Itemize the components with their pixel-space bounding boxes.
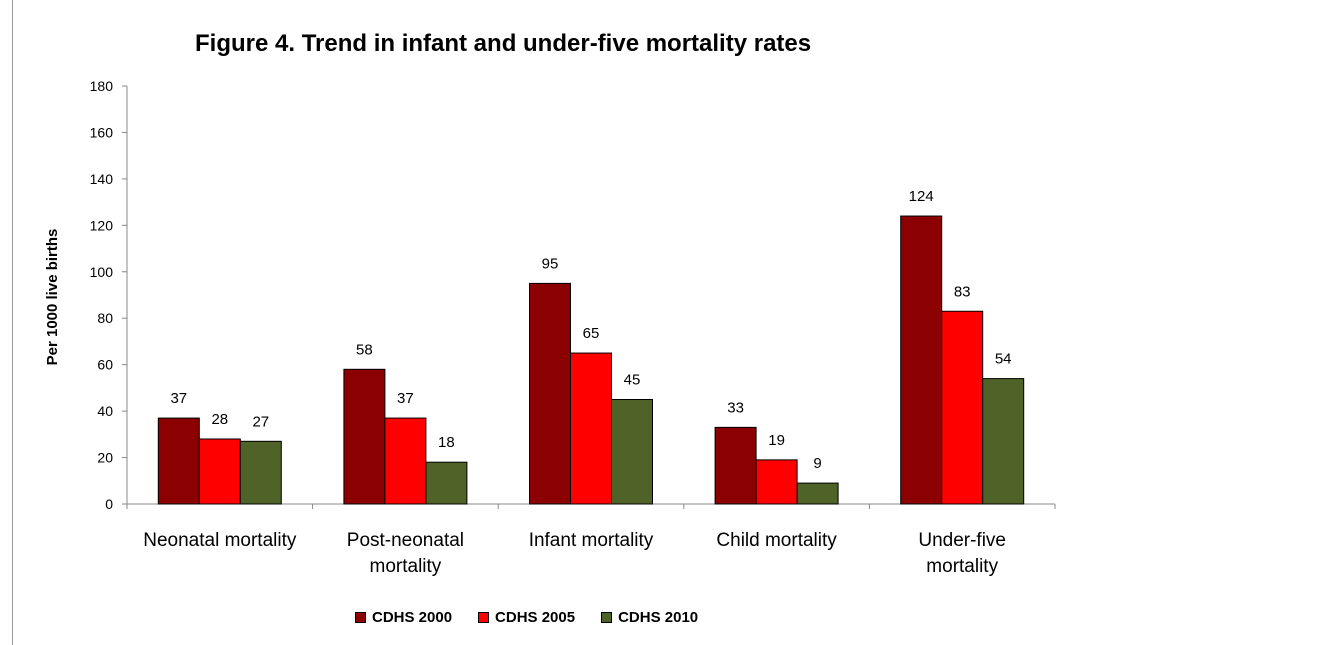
y-tick-label: 20 [97, 450, 113, 466]
legend-item: CDHS 2000 [355, 609, 452, 626]
data-label: 65 [583, 325, 600, 342]
left-border-line [12, 0, 13, 645]
bar [570, 352, 612, 505]
x-tick-label: mortality [370, 556, 442, 577]
x-tick-label: mortality [926, 556, 998, 577]
legend-swatch [601, 612, 613, 623]
data-label: 124 [909, 188, 934, 205]
legend-label: CDHS 2000 [372, 609, 453, 626]
bar [755, 459, 798, 505]
bar [198, 438, 241, 505]
y-tick-label: 140 [90, 171, 114, 187]
bar [384, 417, 427, 505]
chart-legend: CDHS 2000 CDHS 2005 CDHS 2010 [355, 609, 698, 626]
legend-item: CDHS 2005 [478, 609, 575, 626]
data-label: 18 [438, 434, 455, 451]
bar [900, 215, 943, 505]
data-label: 37 [397, 390, 414, 407]
data-label: 9 [813, 455, 821, 472]
bar [941, 310, 984, 505]
y-tick-label: 0 [105, 496, 113, 512]
legend-swatch [478, 612, 490, 623]
data-label: 37 [170, 390, 187, 407]
bar [714, 426, 757, 505]
y-tick-label: 60 [97, 357, 113, 373]
bar [982, 378, 1025, 505]
y-tick-label: 40 [97, 403, 113, 419]
x-tick-label: Neonatal mortality [143, 530, 297, 551]
data-label: 95 [542, 255, 559, 272]
data-label: 54 [995, 351, 1012, 368]
x-tick-label: Post-neonatal [347, 530, 464, 551]
bar [343, 368, 386, 505]
x-tick-label: Under-five [918, 530, 1006, 551]
x-tick-label: Infant mortality [529, 530, 654, 551]
data-label: 33 [727, 399, 744, 416]
data-label: 45 [624, 372, 641, 389]
legend-swatch [355, 612, 366, 623]
y-tick-label: 80 [97, 310, 113, 326]
y-tick-label: 120 [90, 217, 114, 233]
legend-label: CDHS 2010 [618, 609, 699, 626]
data-label: 27 [252, 413, 269, 430]
data-label: 19 [768, 432, 785, 449]
legend-item: CDHS 2010 [601, 609, 698, 626]
y-tick-label: 100 [90, 264, 114, 280]
data-label: 83 [954, 283, 971, 300]
legend-label: CDHS 2005 [495, 609, 576, 626]
bar [529, 282, 571, 505]
y-axis-label: Per 1000 live births [44, 229, 61, 366]
data-label: 58 [356, 341, 373, 358]
y-tick-label: 160 [90, 124, 114, 140]
bar [611, 399, 653, 505]
bar [796, 482, 839, 505]
y-tick-label: 180 [90, 78, 114, 94]
x-tick-label: Child mortality [716, 530, 837, 551]
chart-title: Figure 4. Trend in infant and under-five… [195, 30, 812, 57]
data-label: 28 [211, 411, 228, 428]
bar [239, 440, 282, 505]
bar [157, 417, 200, 505]
bar [425, 461, 468, 505]
